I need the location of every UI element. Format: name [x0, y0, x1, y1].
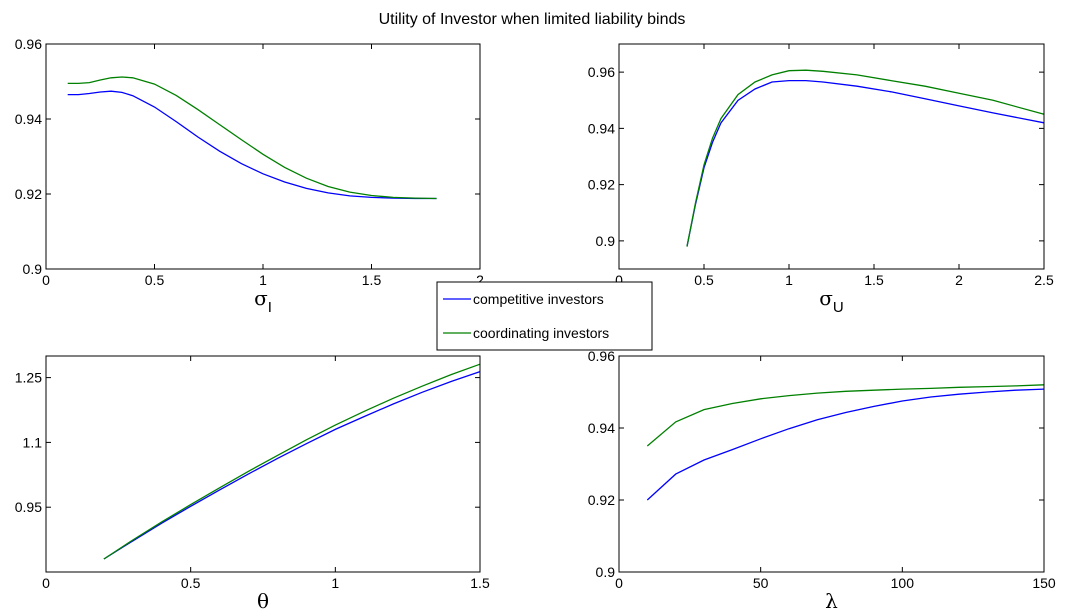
series-line-coordinating	[646, 384, 1045, 447]
y-tick-label: 0.9	[596, 564, 616, 580]
x-axis-label-subscript: I	[268, 299, 272, 316]
x-tick-label: 50	[753, 575, 769, 591]
y-tick-label: 0.9	[596, 233, 616, 249]
subplot-1: 0 0.5 1 1.5 2 0.9 0.92 0.94 0.96 σI	[15, 36, 484, 316]
subplot-2: 0 0.5 1 1.5 2 2.5 0.9 0.92 0.94 0.96 σU	[588, 43, 1054, 316]
x-axis-label-symbol: σ	[254, 286, 268, 310]
legend: competitive investors coordinating inves…	[436, 281, 653, 351]
y-tick-label: 0.96	[588, 348, 615, 364]
y-tick-label: 0.94	[15, 111, 42, 127]
series-line-coordinating	[103, 363, 481, 560]
y-tick-label: 0.94	[588, 420, 615, 436]
x-tick-label: 1.5	[362, 272, 382, 288]
y-tick-label: 0.92	[15, 186, 42, 202]
subplot-3: 0 0.5 1 1.5 0.95 1.1 1.25 θ	[15, 355, 490, 611]
series-line-competitive	[686, 79, 1045, 247]
y-tick-label: 1.25	[15, 370, 42, 386]
x-tick-label: 0.5	[181, 575, 201, 591]
x-axis-label: λ	[825, 589, 838, 611]
axes-box	[618, 355, 1045, 573]
x-axis-label-symbol: θ	[257, 589, 269, 611]
x-tick-label: 0.5	[145, 272, 165, 288]
y-tick-label: 0.94	[588, 120, 615, 136]
y-tick-label: 1.1	[23, 434, 43, 450]
x-tick-label: 0	[615, 272, 623, 288]
axes-box	[618, 43, 1045, 270]
x-tick-label: 0	[42, 575, 50, 591]
axes-box	[45, 355, 481, 573]
x-tick-label: 1	[331, 575, 339, 591]
series-line-competitive	[67, 90, 437, 200]
legend-box	[436, 281, 653, 351]
y-tick-label: 0.9	[23, 261, 43, 277]
x-tick-label: 1	[259, 272, 267, 288]
y-tick-label: 0.92	[588, 177, 615, 193]
series-line-competitive	[646, 388, 1045, 501]
x-axis-label: σU	[819, 286, 844, 316]
x-tick-label: 0	[615, 575, 623, 591]
y-tick-label: 0.96	[588, 64, 615, 80]
y-tick-label: 0.96	[15, 36, 42, 52]
x-tick-label: 2.5	[1034, 272, 1054, 288]
x-tick-label: 0	[42, 272, 50, 288]
x-axis-label-symbol: σ	[819, 286, 833, 310]
subplot-4: 0 50 100 150 0.9 0.92 0.94 0.96 λ	[588, 348, 1056, 611]
x-tick-label: 2	[476, 272, 484, 288]
x-tick-label: 0.5	[694, 272, 714, 288]
x-tick-label: 150	[1032, 575, 1056, 591]
series-line-coordinating	[686, 69, 1045, 247]
x-axis-label-subscript: U	[833, 299, 844, 316]
y-tick-label: 0.92	[588, 492, 615, 508]
x-tick-label: 1.5	[864, 272, 884, 288]
figure-title: Utility of Investor when limited liabili…	[379, 11, 686, 28]
x-tick-label: 1	[785, 272, 793, 288]
series-line-coordinating	[67, 76, 437, 200]
x-tick-label: 2	[955, 272, 963, 288]
x-tick-label: 100	[891, 575, 915, 591]
legend-label-coordinating: coordinating investors	[473, 325, 609, 341]
x-tick-label: 1.5	[470, 575, 490, 591]
x-axis-label: σI	[254, 286, 272, 316]
y-tick-label: 0.95	[15, 499, 42, 515]
series-line-competitive	[103, 370, 481, 560]
x-axis-label: θ	[257, 589, 269, 611]
x-axis-label-symbol: λ	[825, 589, 838, 611]
legend-label-competitive: competitive investors	[473, 291, 604, 307]
